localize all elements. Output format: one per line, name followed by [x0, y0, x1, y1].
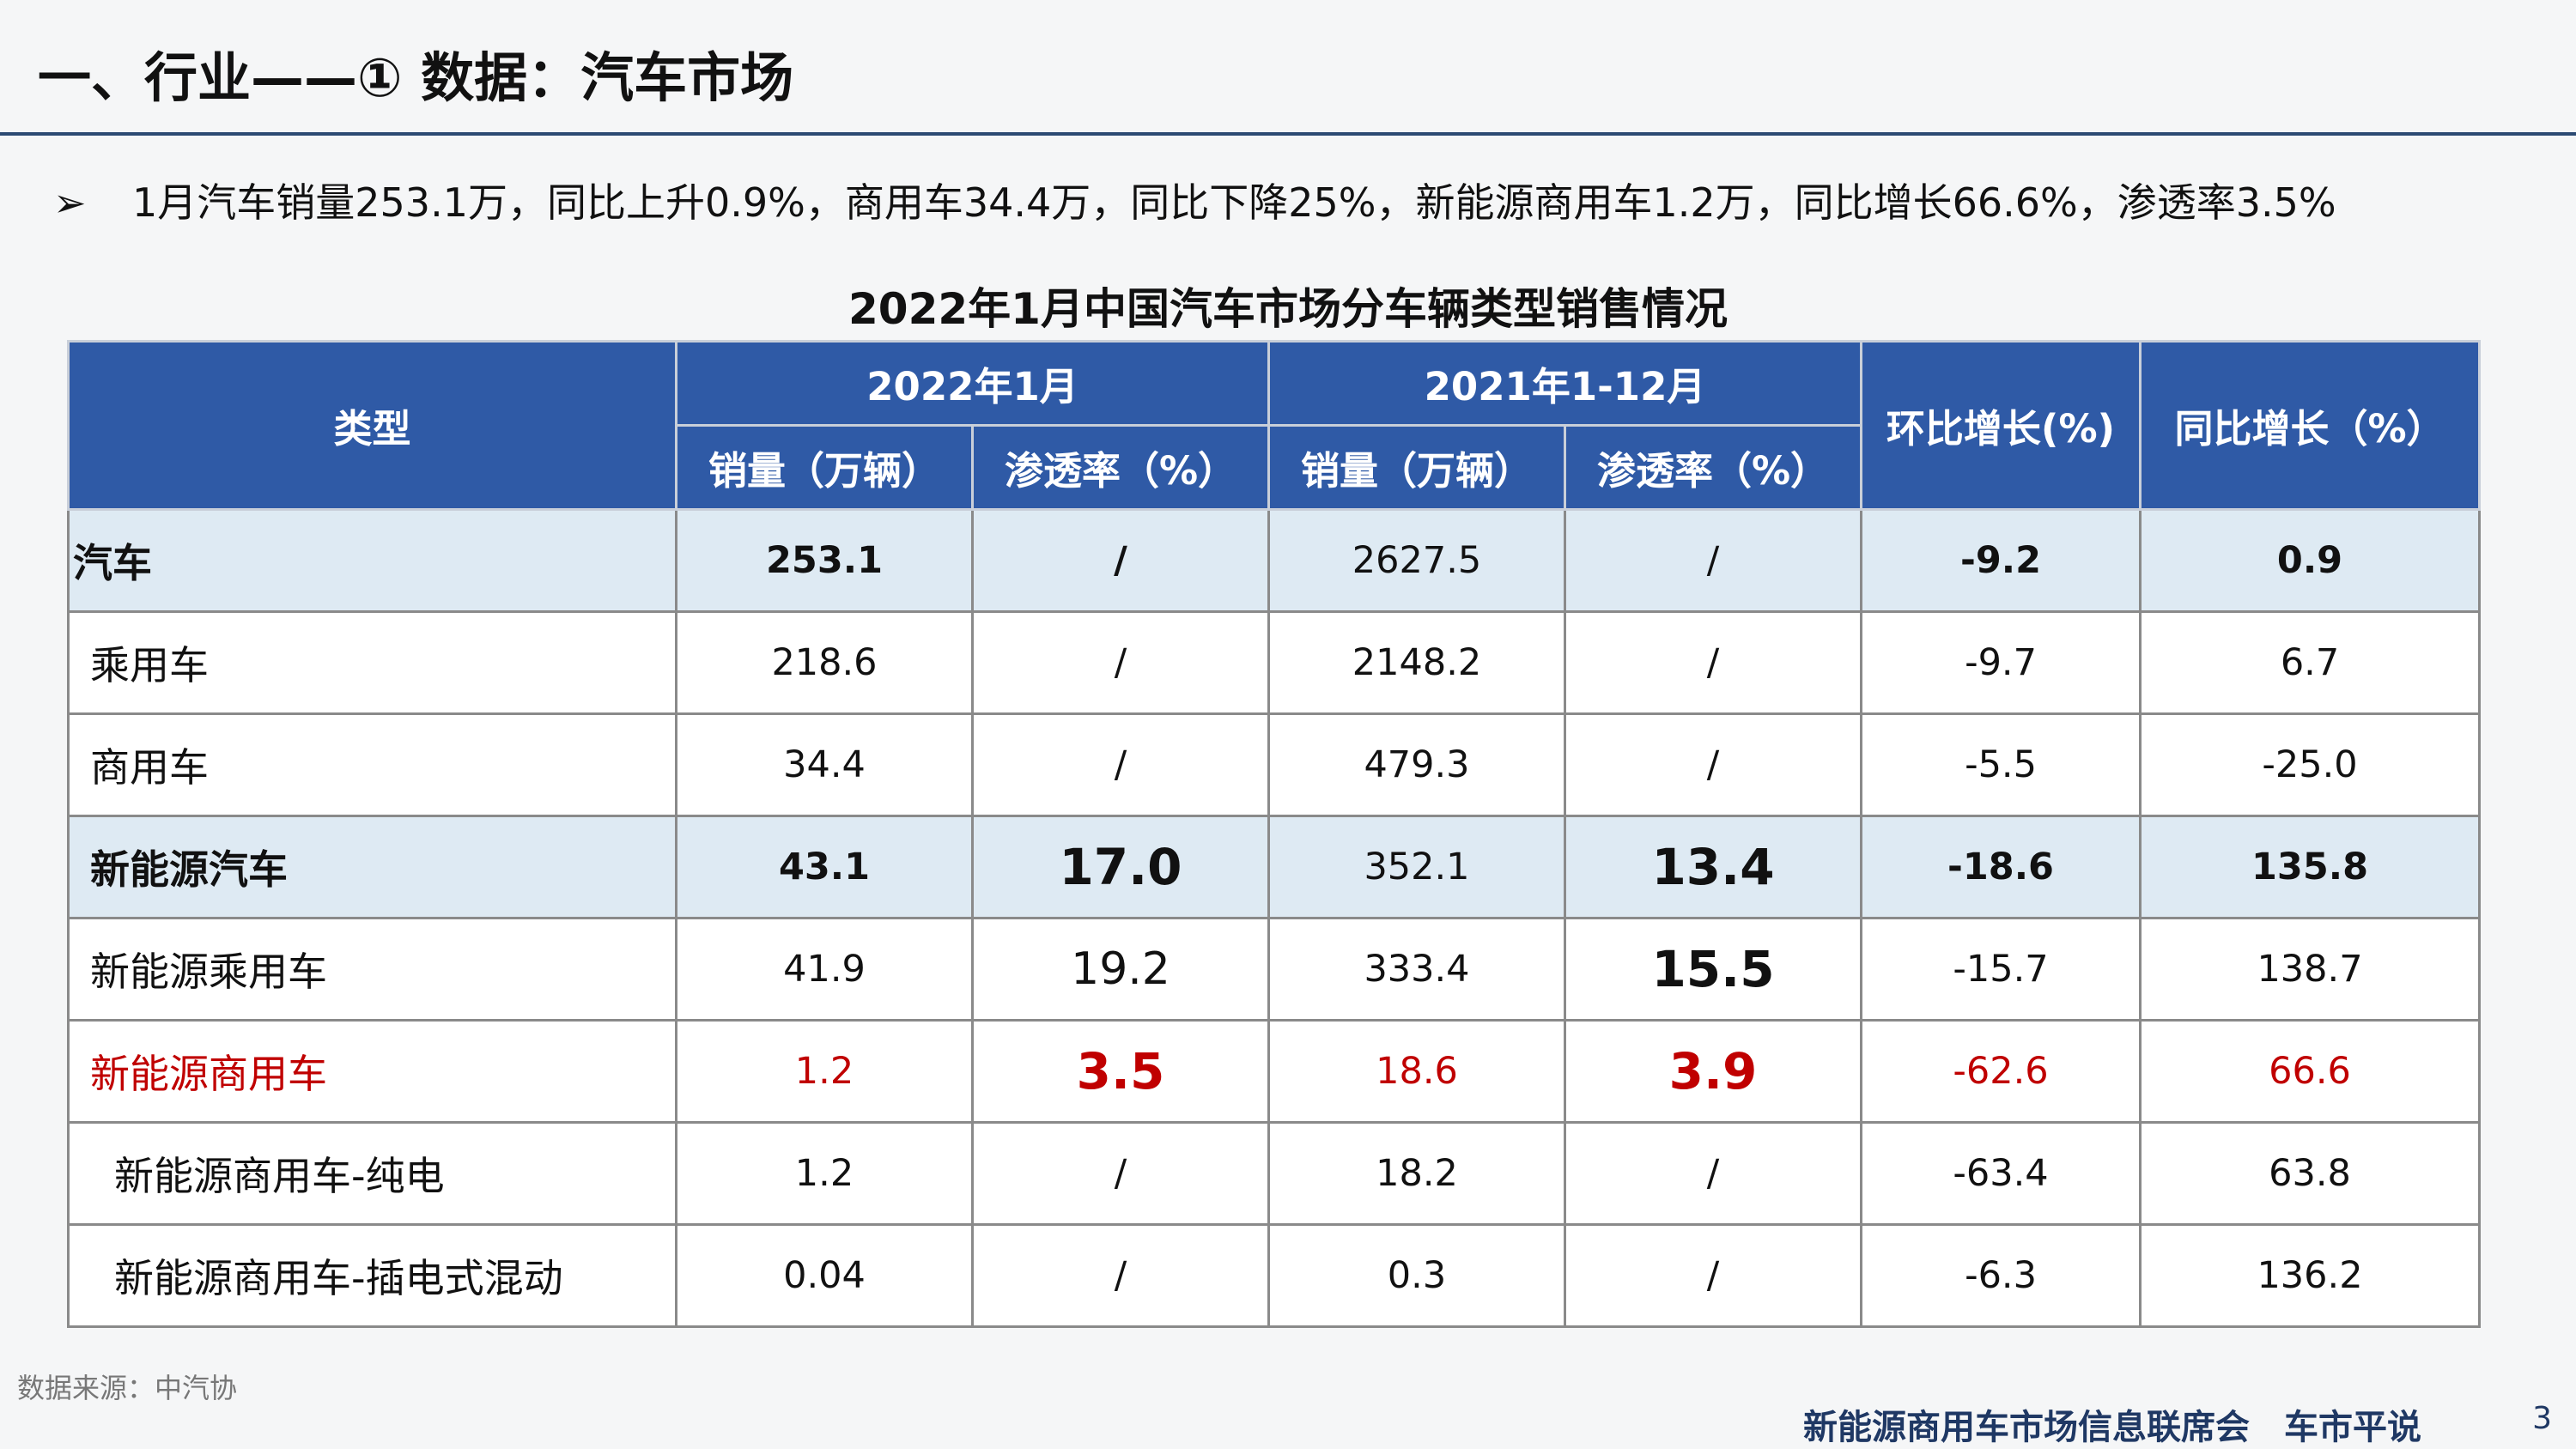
summary-text: 1月汽车销量253.1万，同比上升0.9%，商用车34.4万，同比下降25%，新… — [132, 179, 2336, 226]
cell-mom: -6.3 — [1860, 1223, 2142, 1328]
cell-yoy: 63.8 — [2139, 1121, 2482, 1226]
row-name: 乘用车 — [67, 610, 677, 715]
cell-mom: -63.4 — [1860, 1121, 2142, 1226]
cell-penetration-2022: 19.2 — [971, 917, 1270, 1022]
cell-sales-2021: 18.6 — [1267, 1019, 1566, 1124]
table-row: 新能源商用车 1.2 3.5 18.6 3.9 -62.6 66.6 — [67, 1019, 2482, 1124]
cell-mom: -9.7 — [1860, 610, 2142, 715]
cell-penetration-2021: / — [1563, 1223, 1863, 1328]
table-row: 商用车 34.4 / 479.3 / -5.5 -25.0 — [67, 712, 2482, 817]
row-name: 新能源商用车-插电式混动 — [67, 1223, 677, 1328]
cell-penetration-2021: 15.5 — [1563, 917, 1863, 1022]
row-name: 商用车 — [67, 712, 677, 817]
cell-sales-2021: 2627.5 — [1267, 508, 1566, 613]
row-name: 汽车 — [67, 508, 677, 613]
header-mom: 环比增长(%) — [1860, 340, 2142, 511]
cell-sales-2022: 1.2 — [675, 1121, 974, 1226]
table-row: 新能源汽车 43.1 17.0 352.1 13.4 -18.6 135.8 — [67, 815, 2482, 919]
header-period-2021: 2021年1-12月 — [1267, 340, 1863, 427]
table-row: 新能源商用车-纯电 1.2 / 18.2 / -63.4 63.8 — [67, 1121, 2482, 1226]
cell-sales-2021: 479.3 — [1267, 712, 1566, 817]
cell-penetration-2021: / — [1563, 508, 1863, 613]
header-period-2022-01: 2022年1月 — [675, 340, 1270, 427]
cell-yoy: 138.7 — [2139, 917, 2482, 1022]
table-row: 乘用车 218.6 / 2148.2 / -9.7 6.7 — [67, 610, 2482, 715]
cell-sales-2021: 333.4 — [1267, 917, 1566, 1022]
cell-penetration-2021: / — [1563, 712, 1863, 817]
table-row: 汽车 253.1 / 2627.5 / -9.2 0.9 — [67, 508, 2482, 613]
cell-mom: -9.2 — [1860, 508, 2142, 613]
cell-sales-2021: 0.3 — [1267, 1223, 1566, 1328]
cell-sales-2022: 41.9 — [675, 917, 974, 1022]
cell-penetration-2022: / — [971, 712, 1270, 817]
row-name: 新能源商用车 — [67, 1019, 677, 1124]
cell-yoy: 6.7 — [2139, 610, 2482, 715]
cell-penetration-2021: 3.9 — [1563, 1019, 1863, 1124]
data-source-note: 数据来源：中汽协 — [17, 1372, 238, 1404]
cell-sales-2022: 0.04 — [675, 1223, 974, 1328]
footer-org: 新能源商用车市场信息联席会 车市平说 — [1803, 1408, 2421, 1447]
row-name: 新能源乘用车 — [67, 917, 677, 1022]
cell-sales-2022: 253.1 — [675, 508, 974, 613]
cell-sales-2022: 1.2 — [675, 1019, 974, 1124]
row-name: 新能源汽车 — [67, 815, 677, 919]
table-title: 2022年1月中国汽车市场分车辆类型销售情况 — [848, 284, 1728, 334]
cell-yoy: -25.0 — [2139, 712, 2482, 817]
cell-sales-2022: 34.4 — [675, 712, 974, 817]
cell-penetration-2022: / — [971, 1223, 1270, 1328]
cell-mom: -15.7 — [1860, 917, 2142, 1022]
cell-mom: -62.6 — [1860, 1019, 2142, 1124]
header-sales-2021: 销量（万辆） — [1267, 424, 1566, 511]
header-sales-2022: 销量（万辆） — [675, 424, 974, 511]
cell-penetration-2022: 17.0 — [971, 815, 1270, 919]
cell-penetration-2021: / — [1563, 1121, 1863, 1226]
cell-sales-2021: 2148.2 — [1267, 610, 1566, 715]
table-row: 新能源乘用车 41.9 19.2 333.4 15.5 -15.7 138.7 — [67, 917, 2482, 1022]
header-yoy: 同比增长（%） — [2139, 340, 2482, 511]
bullet-arrow-icon: ➢ — [53, 179, 87, 226]
cell-mom: -5.5 — [1860, 712, 2142, 817]
cell-penetration-2022: / — [971, 1121, 1270, 1226]
page-title: 一、行业——① 数据：汽车市场 — [38, 46, 794, 109]
sales-table: 类型 2022年1月 2021年1-12月 环比增长(%) 同比增长（%） 销量… — [67, 340, 2482, 1328]
title-divider — [0, 132, 2576, 136]
cell-penetration-2021: / — [1563, 610, 1863, 715]
row-name: 新能源商用车-纯电 — [67, 1121, 677, 1226]
cell-penetration-2022: / — [971, 610, 1270, 715]
cell-yoy: 0.9 — [2139, 508, 2482, 613]
header-penetration-2022: 渗透率（%） — [971, 424, 1270, 511]
cell-yoy: 135.8 — [2139, 815, 2482, 919]
cell-yoy: 136.2 — [2139, 1223, 2482, 1328]
cell-sales-2022: 218.6 — [675, 610, 974, 715]
cell-penetration-2022: / — [971, 508, 1270, 613]
table-row: 新能源商用车-插电式混动 0.04 / 0.3 / -6.3 136.2 — [67, 1223, 2482, 1328]
cell-sales-2021: 18.2 — [1267, 1121, 1566, 1226]
cell-yoy: 66.6 — [2139, 1019, 2482, 1124]
page-number: 3 — [2532, 1401, 2552, 1436]
cell-mom: -18.6 — [1860, 815, 2142, 919]
header-penetration-2021: 渗透率（%） — [1563, 424, 1863, 511]
header-type: 类型 — [67, 340, 677, 511]
cell-sales-2021: 352.1 — [1267, 815, 1566, 919]
summary-bullet: ➢ 1月汽车销量253.1万，同比上升0.9%，商用车34.4万，同比下降25%，… — [53, 172, 2336, 228]
cell-sales-2022: 43.1 — [675, 815, 974, 919]
cell-penetration-2022: 3.5 — [971, 1019, 1270, 1124]
cell-penetration-2021: 13.4 — [1563, 815, 1863, 919]
